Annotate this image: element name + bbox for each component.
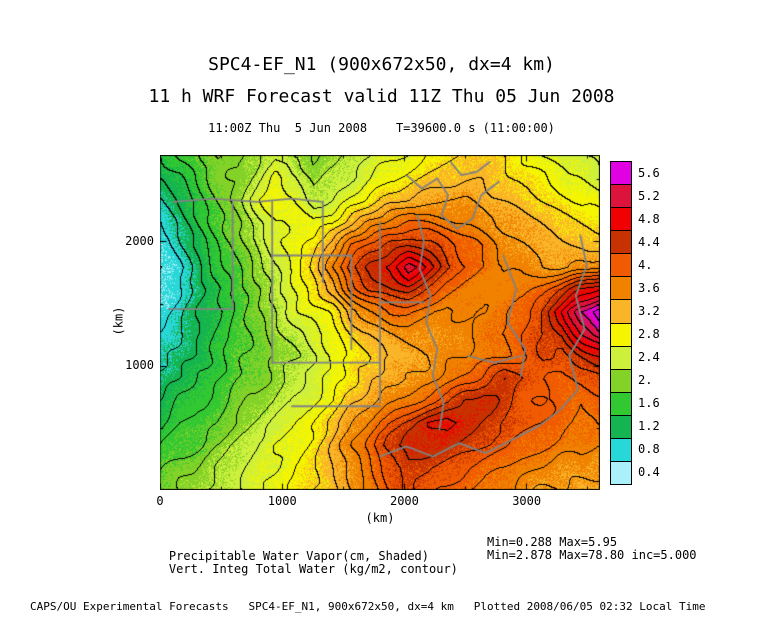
colorbar-label: 2.	[638, 373, 653, 387]
map-canvas	[160, 155, 600, 490]
x-axis-unit-label: (km)	[365, 511, 395, 525]
colorbar-label: 5.2	[638, 189, 660, 203]
colorbar-cell	[611, 322, 631, 346]
x-axis-tick-labels: 0 1000 2000 3000	[156, 494, 600, 508]
colorbar-cell	[611, 207, 631, 231]
x-tick-label: 0	[156, 494, 164, 508]
colorbar-label: 2.4	[638, 350, 660, 364]
y-axis-tick-labels: 1000 2000	[118, 155, 156, 490]
colorbar-cell	[611, 414, 631, 438]
plot-valid-time-subtitle: 11:00Z Thu 5 Jun 2008 T=39600.0 s (11:00…	[208, 121, 555, 135]
footer-credit: CAPS/OU Experimental Forecasts SPC4-EF_N…	[30, 600, 706, 613]
colorbar-cell	[611, 368, 631, 392]
colorbar-cell	[611, 437, 631, 462]
colorbar-label: 3.6	[638, 281, 660, 295]
colorbar-cell	[611, 230, 631, 254]
colorbar-label: 5.6	[638, 166, 660, 180]
colorbar-label: 0.8	[638, 442, 660, 456]
colorbar-label: 4.4	[638, 235, 660, 249]
colorbar-cell	[611, 345, 631, 369]
colorbar-cell	[611, 461, 631, 485]
colorbar-label: 3.2	[638, 304, 660, 318]
colorbar-label: 1.2	[638, 419, 660, 433]
colorbar-label: 4.8	[638, 212, 660, 226]
colorbar-label: 1.6	[638, 396, 660, 410]
colorbar-cell	[611, 299, 631, 323]
contour-field-stats: Min=2.878 Max=78.80 inc=5.000	[487, 548, 697, 562]
contour-field-caption: Vert. Integ Total Water (kg/m2, contour)…	[140, 548, 760, 604]
y-tick-label: 1000	[125, 358, 154, 373]
plot-title-line1: SPC4-EF_N1 (900x672x50, dx=4 km)	[208, 54, 555, 75]
colorbar-labels: 5.6 5.2 4.8 4.4 4. 3.6 3.2 2.8 2.4 2. 1.6 1.2 0.8 0.4	[638, 161, 682, 483]
colorbar	[610, 161, 632, 485]
colorbar-cell	[611, 162, 631, 185]
contour-field-label: Vert. Integ Total Water (kg/m2, contour)	[168, 562, 458, 576]
shaded-field-stats: Min=0.288 Max=5.95	[487, 535, 618, 549]
colorbar-label: 4.	[638, 258, 653, 272]
shaded-field-caption: Precipitable Water Vapor(cm, Shaded) Min…	[140, 535, 760, 591]
y-tick-label: 2000	[125, 233, 154, 248]
x-tick-label: 1000	[267, 494, 297, 508]
colorbar-cell	[611, 184, 631, 208]
colorbar-cell	[611, 253, 631, 277]
colorbar-cell	[611, 391, 631, 415]
x-tick-label: 3000	[512, 494, 542, 508]
plot-title-line2: 11 h WRF Forecast valid 11Z Thu 05 Jun 2…	[148, 86, 615, 107]
colorbar-cell	[611, 276, 631, 300]
shaded-field-label: Precipitable Water Vapor(cm, Shaded)	[168, 549, 429, 563]
colorbar-label: 2.8	[638, 327, 660, 341]
colorbar-label: 0.4	[638, 465, 660, 479]
x-tick-label: 2000	[389, 494, 419, 508]
